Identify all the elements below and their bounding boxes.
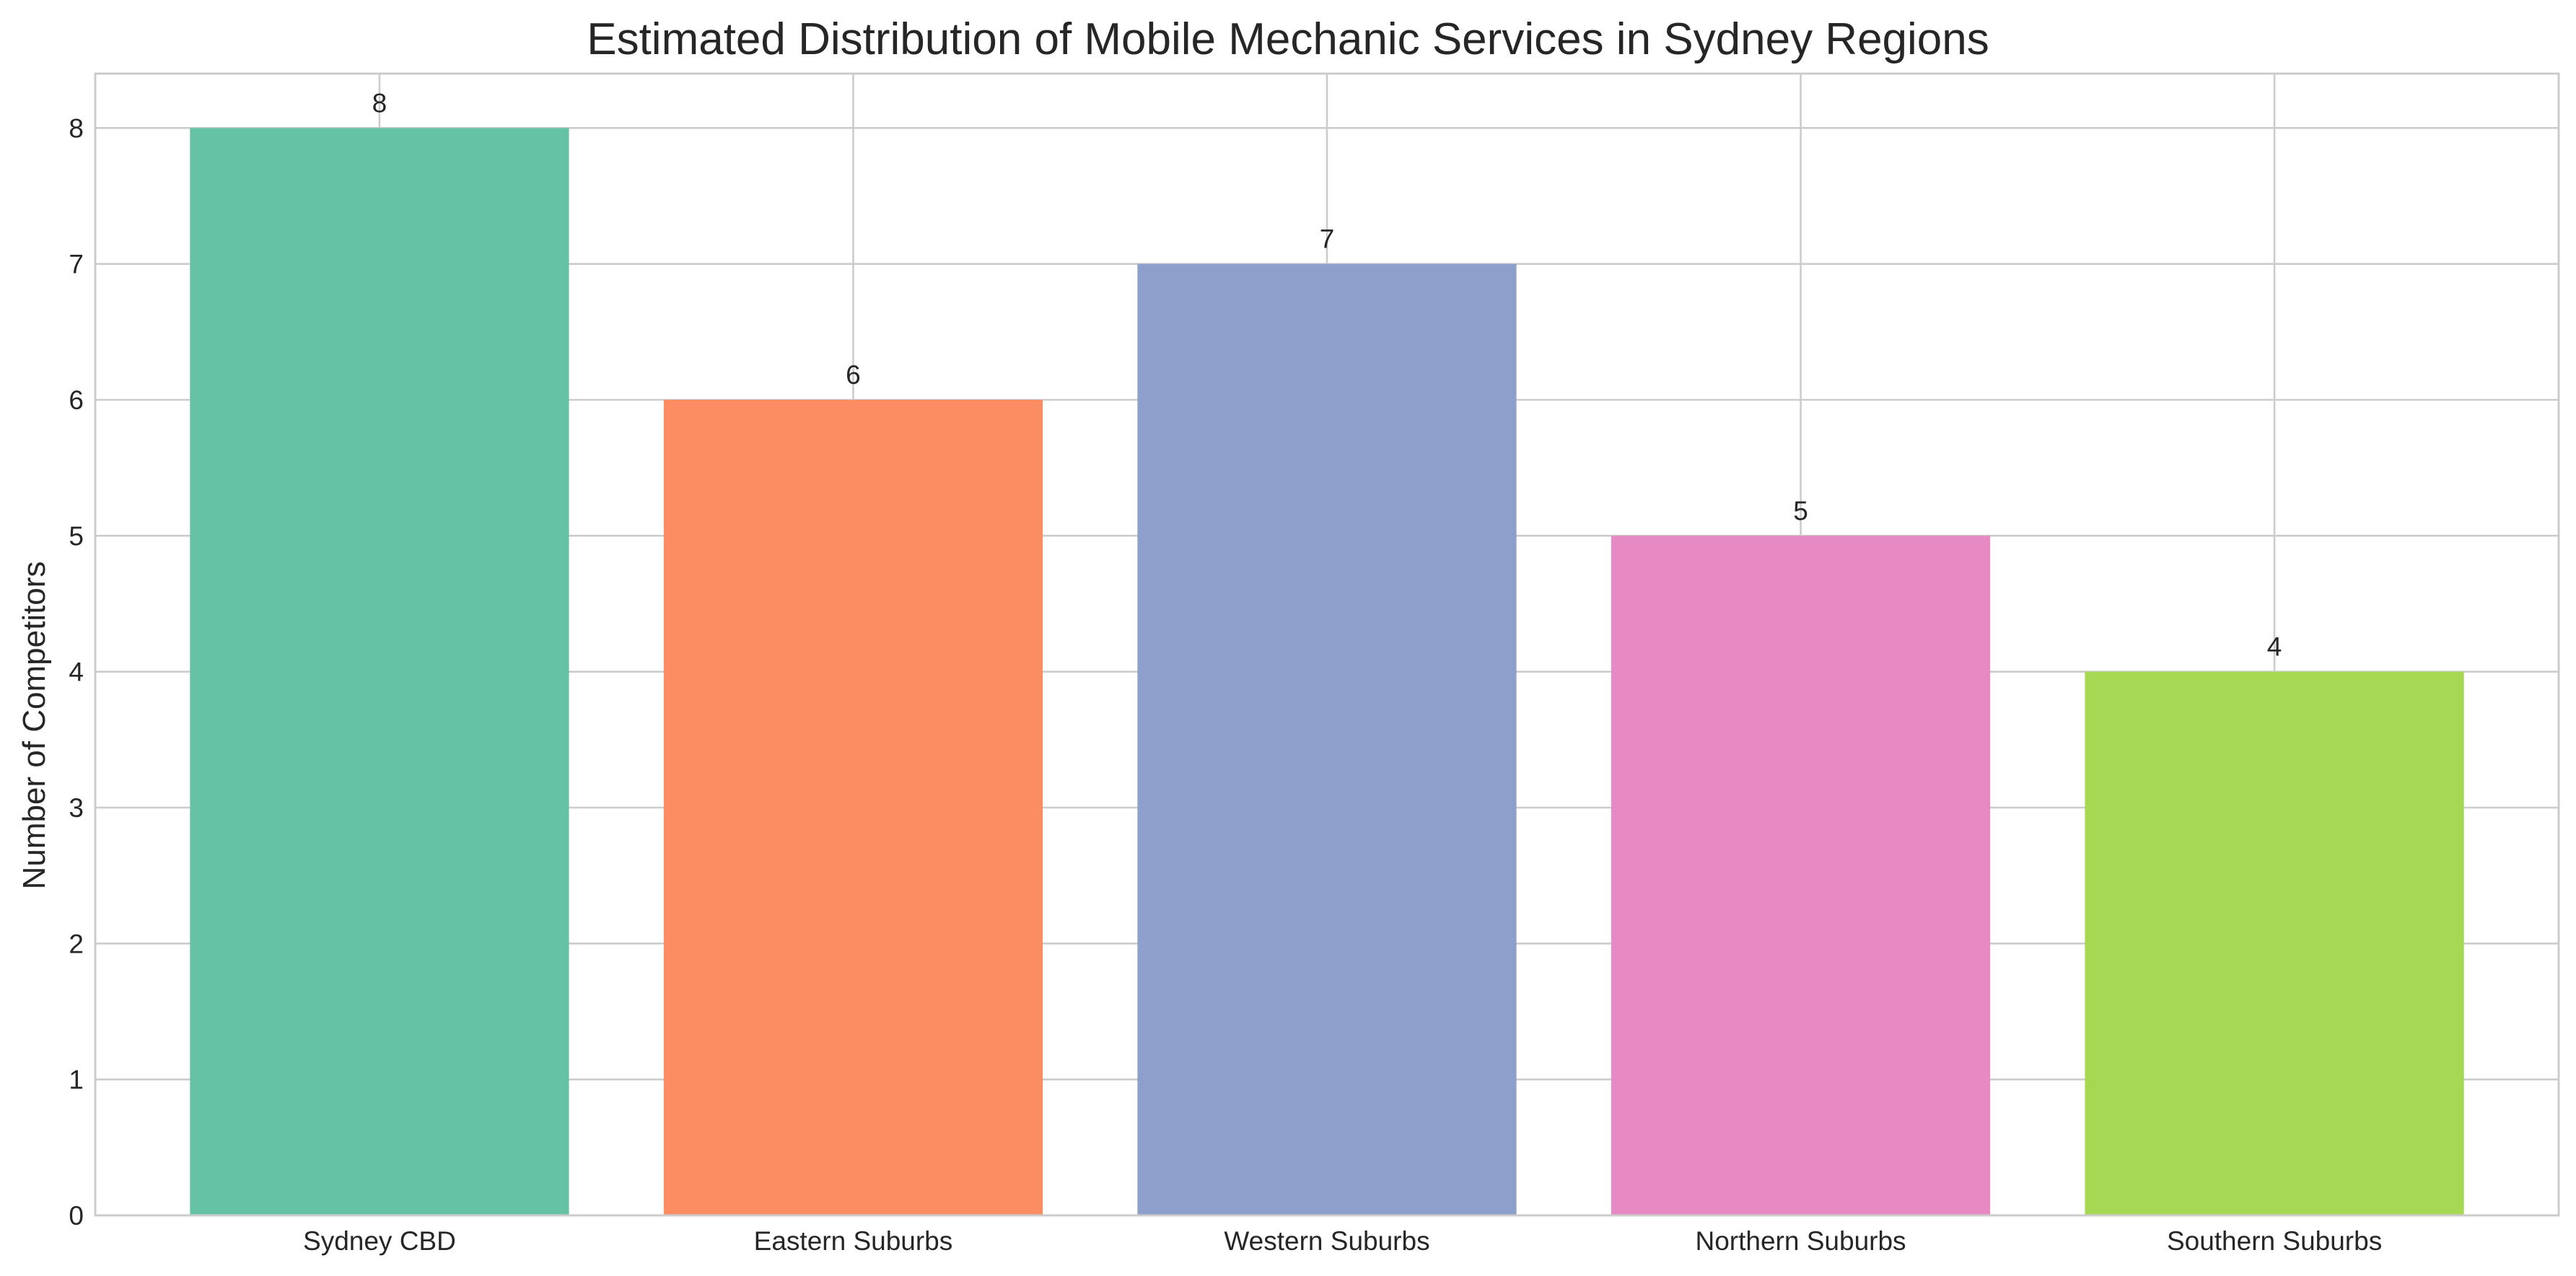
y-tick-label: 5: [69, 521, 84, 551]
data-label: 4: [2267, 632, 2282, 662]
x-tick-label: Western Suburbs: [1224, 1226, 1429, 1256]
y-tick-label: 7: [69, 250, 84, 279]
x-tick-labels: Sydney CBD Eastern Suburbs Western Suburbs…: [303, 1226, 2382, 1256]
bar-western-suburbs: [1137, 263, 1517, 1216]
x-tick-label: Sydney CBD: [303, 1226, 456, 1256]
x-tick-label: Eastern Suburbs: [754, 1226, 953, 1256]
chart-title: Estimated Distribution of Mobile Mechani…: [587, 14, 1989, 64]
y-tick-label: 8: [69, 113, 84, 143]
y-tick-label: 2: [69, 929, 84, 958]
y-tick-label: 3: [69, 793, 84, 823]
y-tick-label: 4: [69, 657, 84, 687]
data-labels: 8 6 7 5 4: [372, 88, 2282, 661]
bars: [190, 128, 2464, 1216]
y-tick-labels: 0 1 2 3 4 5 6 7 8: [69, 113, 84, 1231]
data-label: 7: [1320, 224, 1335, 254]
y-axis-label: Number of Competitors: [17, 561, 52, 890]
data-label: 6: [846, 360, 861, 390]
data-label: 5: [1793, 496, 1808, 525]
bar-eastern-suburbs: [663, 400, 1043, 1215]
bar-northern-suburbs: [1611, 536, 1991, 1215]
plot-frame: [94, 72, 2560, 1217]
x-tick-label: Southern Suburbs: [2167, 1226, 2382, 1256]
y-tick-label: 0: [69, 1201, 84, 1231]
x-tick-label: Northern Suburbs: [1696, 1226, 1906, 1256]
y-tick-label: 1: [69, 1065, 84, 1095]
y-tick-label: 6: [69, 385, 84, 415]
data-label: 8: [372, 88, 387, 118]
bar-southern-suburbs: [2085, 671, 2464, 1215]
bar-sydney-cbd: [190, 128, 569, 1215]
